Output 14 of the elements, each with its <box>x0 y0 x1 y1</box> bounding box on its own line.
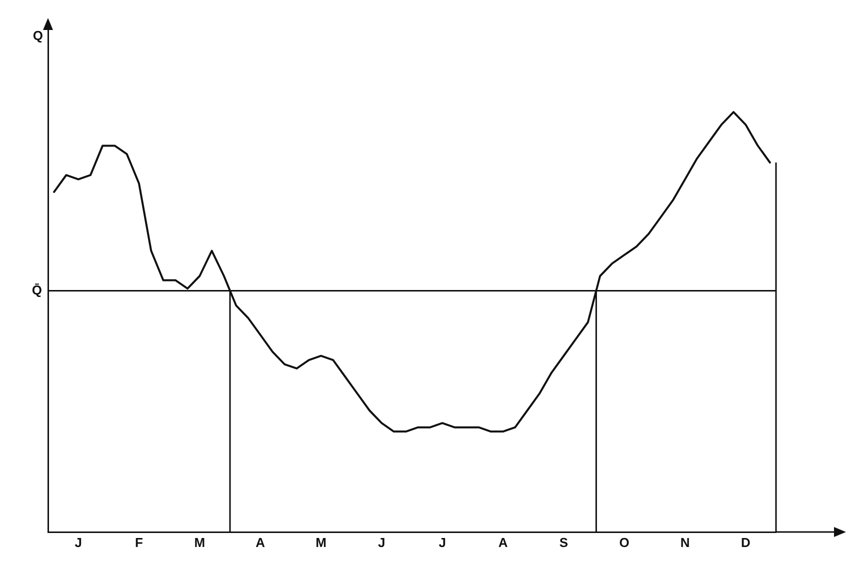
x-tick-label: A <box>498 534 508 550</box>
x-tick-label: S <box>559 534 568 550</box>
x-tick-label: J <box>378 534 386 550</box>
x-tick-label: M <box>194 534 206 550</box>
text: Q <box>32 28 43 44</box>
x-tick-label: J <box>438 534 446 550</box>
x-tick-label: J <box>74 534 82 550</box>
ref-line-label: Q̄ <box>32 282 42 298</box>
x-tick-label: M <box>316 534 326 550</box>
x-tick-label: D <box>740 534 750 550</box>
x-tick-label: F <box>135 534 144 550</box>
x-tick-label: O <box>619 534 630 550</box>
x-tick-label: N <box>680 534 690 550</box>
x-tick-label: A <box>256 534 266 550</box>
